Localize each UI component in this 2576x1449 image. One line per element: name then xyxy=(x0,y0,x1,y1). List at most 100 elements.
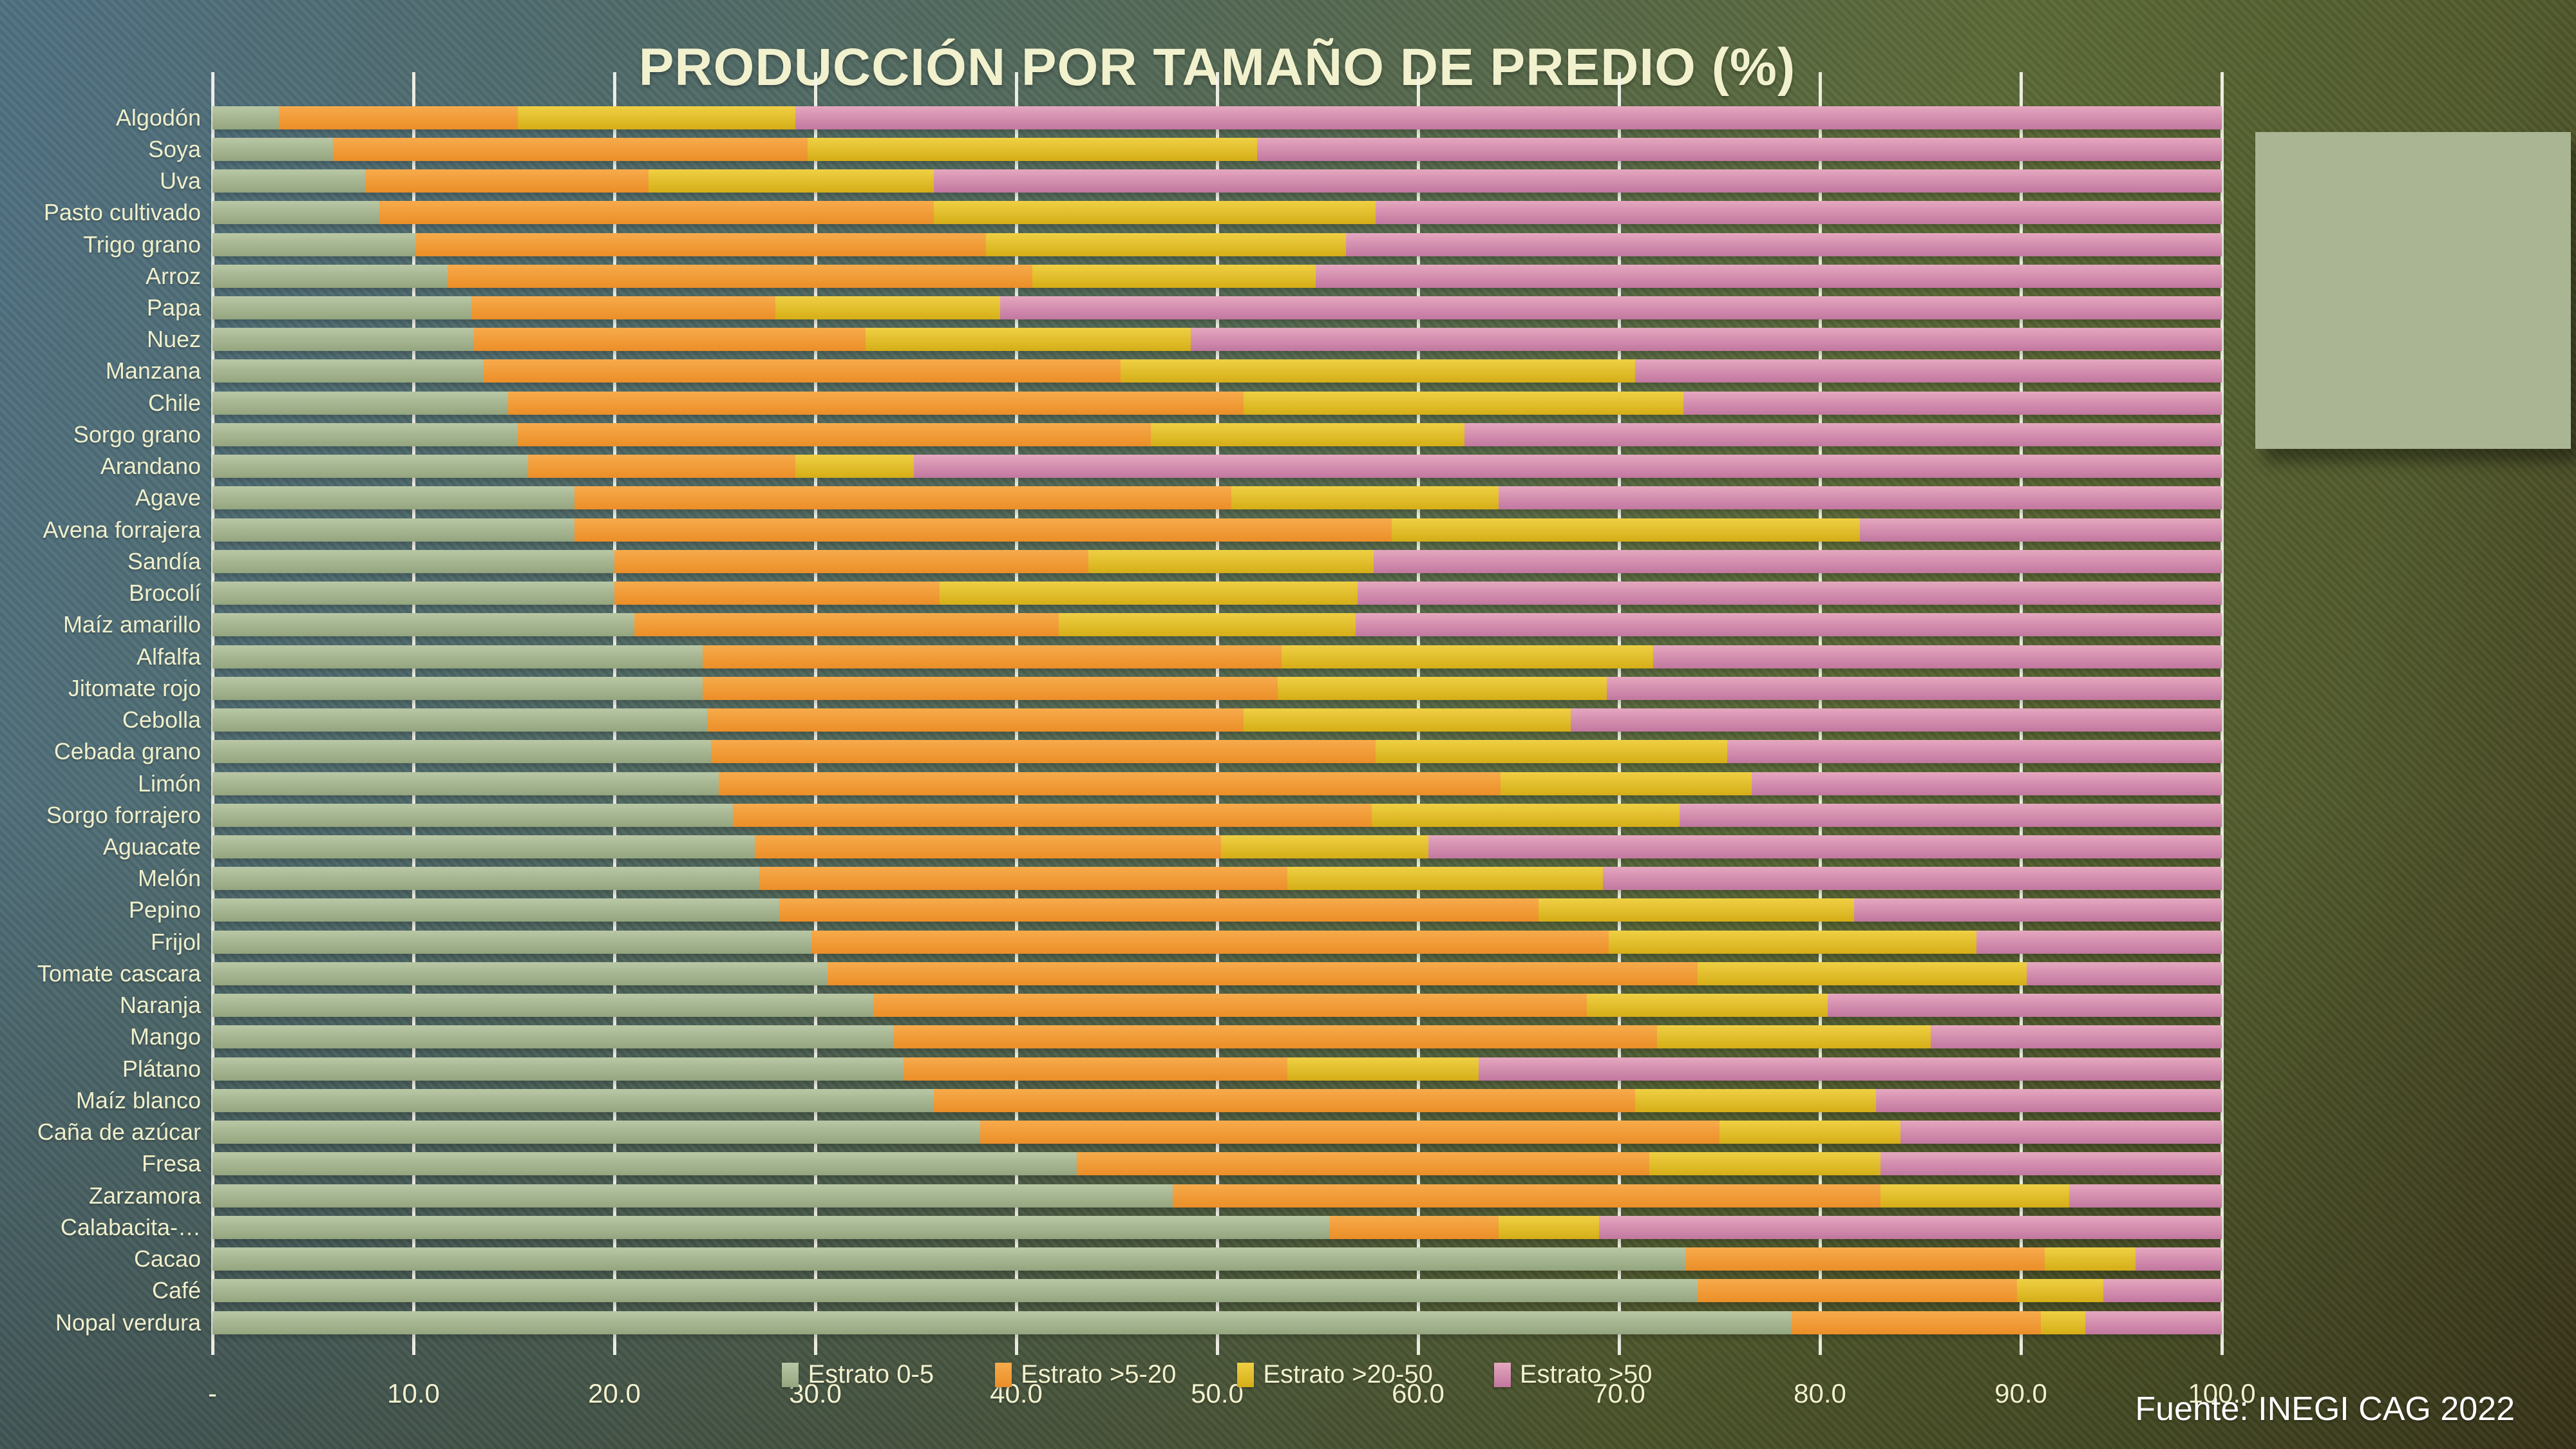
bar-segment xyxy=(213,613,635,637)
bar-segment xyxy=(710,740,1376,764)
bar-segment xyxy=(379,201,934,225)
bar-segment xyxy=(1221,835,1428,858)
category-label: Caña de azúcar xyxy=(37,1119,201,1146)
legend-label: Estrato >5-20 xyxy=(1021,1360,1177,1388)
stacked-bar xyxy=(213,613,2222,637)
value-axis-tick-label: 90.0 xyxy=(1994,1378,2047,1408)
bar-segment xyxy=(213,740,711,764)
bar-segment xyxy=(1498,1215,1599,1239)
bar-row xyxy=(213,1148,2222,1180)
bar-segment xyxy=(1287,1057,1479,1081)
value-axis-tick-label: - xyxy=(208,1378,217,1408)
bar-segment xyxy=(1727,740,2222,764)
bar-row xyxy=(213,1053,2222,1084)
stacked-bar xyxy=(213,106,2222,129)
bar-segment xyxy=(1649,1152,1880,1176)
bar-segment xyxy=(448,264,1032,288)
bar-row xyxy=(213,1084,2222,1116)
bar-segment xyxy=(706,708,1244,732)
bar-segment xyxy=(2085,1311,2222,1334)
bar-segment xyxy=(213,264,448,288)
bar-segment xyxy=(213,1057,904,1081)
bar-row xyxy=(213,260,2222,292)
bar-segment xyxy=(1751,772,2222,795)
bar-segment xyxy=(703,645,1282,668)
bar-segment xyxy=(980,1121,1719,1144)
bar-row xyxy=(213,292,2222,323)
bar-row xyxy=(213,704,2222,735)
bar-segment xyxy=(934,201,1376,225)
bar-row xyxy=(213,641,2222,672)
bar-segment xyxy=(1376,201,2222,225)
bar-segment xyxy=(213,391,508,415)
value-axis-tick-label: 50.0 xyxy=(1191,1378,1244,1408)
bar-segment xyxy=(986,232,1346,256)
category-label: Mango xyxy=(129,1023,201,1050)
bar-segment xyxy=(1500,772,1752,795)
stacked-bar xyxy=(213,961,2222,985)
bar-rows xyxy=(213,102,2222,1338)
bar-segment xyxy=(1598,1215,2222,1239)
legend-item: Estrato >20-50 xyxy=(1237,1360,1433,1389)
bar-segment xyxy=(755,835,1222,858)
bar-segment xyxy=(213,328,474,352)
bar-segment xyxy=(213,1152,1077,1176)
bar-segment xyxy=(1277,676,1607,700)
stacked-bar xyxy=(213,1247,2222,1271)
legend-label: Estrato 0-5 xyxy=(808,1360,934,1388)
bar-segment xyxy=(1281,645,1653,668)
category-label: Trigo grano xyxy=(83,231,201,258)
bar-segment xyxy=(2027,961,2222,985)
bar-segment xyxy=(1257,137,2222,161)
bar-segment xyxy=(1374,549,2222,573)
bar-segment xyxy=(893,1025,1658,1049)
bar-segment xyxy=(1032,264,1316,288)
legend-swatch xyxy=(782,1362,799,1387)
bar-segment xyxy=(775,296,1001,320)
bar-segment xyxy=(865,328,1191,352)
bar-segment xyxy=(213,582,614,605)
bar-segment xyxy=(213,930,811,954)
bar-segment xyxy=(1287,867,1603,891)
bar-segment xyxy=(2103,1279,2222,1303)
bar-row xyxy=(213,1021,2222,1053)
bar-segment xyxy=(1607,676,2222,700)
bar-segment xyxy=(213,137,334,161)
bar-segment xyxy=(1634,1088,1877,1112)
bar-row xyxy=(213,419,2222,450)
category-label: Cebada grano xyxy=(53,738,201,765)
bar-segment xyxy=(213,1247,1685,1271)
stacked-bar xyxy=(213,867,2222,891)
bar-segment xyxy=(213,898,779,922)
bar-row xyxy=(213,990,2222,1021)
stacked-bar xyxy=(213,137,2222,161)
bar-segment xyxy=(1653,645,2222,668)
bar-segment xyxy=(1880,1184,2069,1208)
bar-segment xyxy=(574,518,1392,542)
bar-segment xyxy=(1697,961,2027,985)
bar-segment xyxy=(213,772,719,795)
stacked-bar xyxy=(213,422,2222,446)
category-label: Sandía xyxy=(127,547,201,574)
bar-segment xyxy=(1609,930,1977,954)
bar-row xyxy=(213,926,2222,958)
bar-row xyxy=(213,229,2222,260)
category-label: Jitomate rojo xyxy=(68,674,201,701)
bar-segment xyxy=(213,1311,1792,1334)
bar-segment xyxy=(484,359,1121,383)
stacked-bar xyxy=(213,1215,2222,1239)
bar-row xyxy=(213,133,2222,165)
legend-item: Estrato >5-20 xyxy=(995,1360,1176,1389)
legend-swatch xyxy=(995,1362,1012,1387)
category-label: Soya xyxy=(147,135,201,162)
bar-segment xyxy=(873,994,1587,1018)
category-label: Nopal verdura xyxy=(55,1309,201,1336)
category-label: Algodón xyxy=(115,104,201,131)
bar-segment xyxy=(1697,1279,2017,1303)
gridline xyxy=(2221,72,2224,1355)
legend-label: Estrato >20-50 xyxy=(1263,1360,1433,1388)
value-axis-tick-label: 80.0 xyxy=(1794,1378,1846,1408)
bar-segment xyxy=(1478,1057,2222,1081)
bar-row xyxy=(213,1211,2222,1243)
bar-row xyxy=(213,831,2222,862)
